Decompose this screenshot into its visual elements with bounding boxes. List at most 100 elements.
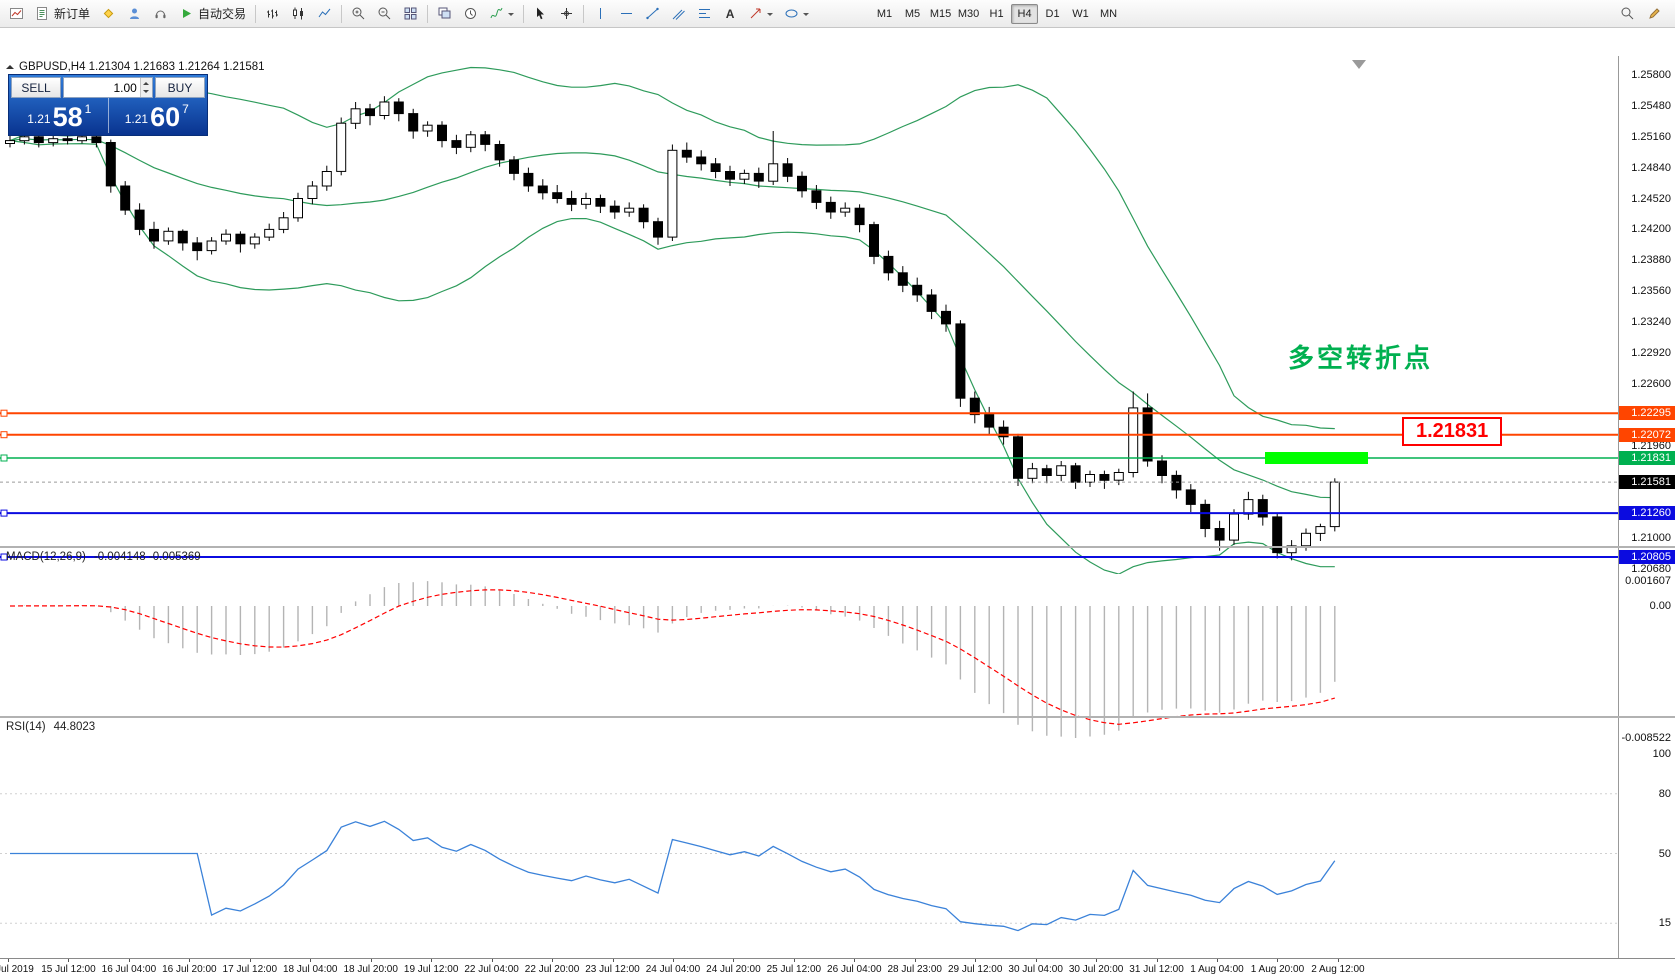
- timeframe-m5[interactable]: M5: [899, 4, 926, 24]
- time-tick: [370, 959, 372, 962]
- navigator-button[interactable]: [122, 3, 147, 25]
- price-badge: 1.20805: [1619, 549, 1675, 564]
- price-callout[interactable]: 1.21831: [1402, 417, 1503, 446]
- hline-handle: [0, 431, 8, 439]
- collapse-arrow-icon[interactable]: [6, 61, 14, 69]
- market-watch-button[interactable]: [96, 3, 121, 25]
- indicators-button[interactable]: [484, 3, 519, 25]
- time-axis-label: 18 Jul 04:00: [283, 964, 338, 975]
- crosshair-tool-button[interactable]: [554, 3, 579, 25]
- highlight-bar[interactable]: [1265, 452, 1368, 464]
- autotrading-button[interactable]: 自动交易: [174, 3, 251, 25]
- timeframe-m15[interactable]: M15: [927, 4, 954, 24]
- new-order-button[interactable]: 新订单: [30, 3, 95, 25]
- time-axis[interactable]: 14 Jul 2019 15 Jul 12:00 16 Jul 04:00 16 Ju…: [0, 958, 1675, 980]
- candlestick-icon: [293, 7, 304, 20]
- time-tick: [1035, 959, 1037, 962]
- time-tick: [431, 959, 433, 962]
- timeframe-h1[interactable]: H1: [983, 4, 1010, 24]
- shapes-tool-button[interactable]: [779, 3, 814, 25]
- headset-icon: [155, 10, 166, 19]
- time-axis-label: 30 Jul 04:00: [1008, 964, 1063, 975]
- time-tick: [1156, 959, 1158, 962]
- spin-down-icon[interactable]: [143, 90, 150, 96]
- toolbar: 新订单 自动交易: [0, 0, 1675, 28]
- timeframe-mn[interactable]: MN: [1095, 4, 1122, 24]
- zoom-in-button[interactable]: [346, 3, 371, 25]
- rsi-label: RSI(14) 44.8023: [6, 721, 95, 733]
- panel-separator[interactable]: [0, 716, 1675, 718]
- shapes-icon: [785, 9, 798, 18]
- tile-windows-button[interactable]: [398, 3, 423, 25]
- line-chart-mode-button[interactable]: [312, 3, 337, 25]
- trendline-tool-button[interactable]: [640, 3, 665, 25]
- annotation-text[interactable]: 多空转折点: [1288, 343, 1434, 373]
- y-axis-label: 1.24200: [1631, 223, 1671, 236]
- fibonacci-tool-button[interactable]: [692, 3, 717, 25]
- time-axis-label: 29 Jul 12:00: [947, 964, 1003, 975]
- price-chart-canvas[interactable]: [0, 56, 1618, 574]
- arrows-caret-icon: [767, 12, 774, 19]
- time-tick: [1277, 959, 1279, 962]
- crosshair-icon: [561, 8, 573, 19]
- time-axis-label: 30 Jul 20:00: [1068, 964, 1124, 975]
- zoom-out-button[interactable]: [372, 3, 397, 25]
- time-axis-label: 2 Aug 12:00: [1311, 964, 1365, 975]
- timeframe-m1[interactable]: M1: [871, 4, 898, 24]
- bar-chart-icon: [267, 9, 279, 19]
- buy-button[interactable]: BUY: [155, 77, 205, 98]
- y-axis-label: 1.24520: [1631, 192, 1671, 205]
- horizontal-line-tool-button[interactable]: [614, 3, 639, 25]
- cascade-windows-icon: [438, 7, 451, 19]
- one-click-trading-panel: SELL BUY 1.21 58 1 1.21 60 7: [8, 74, 208, 136]
- price-axis[interactable]: 1.25800 1.25480 1.25160 1.24840 1.24520 1.242…: [1618, 56, 1675, 958]
- text-tool-button[interactable]: A: [718, 3, 742, 25]
- time-tick: [8, 959, 9, 962]
- bollinger-bands: [9, 66, 1335, 574]
- support-button[interactable]: [148, 3, 173, 25]
- new-order-label: 新订单: [54, 7, 91, 21]
- spin-up-icon[interactable]: [143, 79, 150, 85]
- y-axis-label: 1.20680: [1631, 563, 1671, 576]
- timeframe-w1[interactable]: W1: [1067, 4, 1094, 24]
- new-chart-button[interactable]: [4, 3, 29, 25]
- sell-button[interactable]: SELL: [11, 77, 61, 98]
- edit-button[interactable]: [1642, 3, 1667, 25]
- bar-chart-mode-button[interactable]: [260, 3, 285, 25]
- rsi-panel-canvas[interactable]: [0, 746, 1618, 957]
- buy-price-sup: 7: [182, 102, 189, 116]
- panel-separator[interactable]: [0, 546, 1675, 548]
- price-badge: 1.22072: [1619, 427, 1675, 442]
- buy-price[interactable]: 1.21 60 7: [109, 98, 206, 133]
- period-button[interactable]: [458, 3, 483, 25]
- vertical-line-tool-button[interactable]: [588, 3, 613, 25]
- hline-handle: [0, 454, 8, 462]
- candles: [5, 96, 1340, 561]
- symbol-ohlc-text: GBPUSD,H4 1.21304 1.21683 1.21264 1.2158…: [19, 61, 265, 73]
- search-button[interactable]: [1615, 3, 1640, 25]
- macd-panel-canvas[interactable]: [0, 576, 1618, 744]
- cascade-windows-button[interactable]: [432, 3, 457, 25]
- volume-input[interactable]: [64, 78, 140, 97]
- indicators-caret-icon: [508, 12, 515, 19]
- arrows-tool-button[interactable]: [743, 3, 778, 25]
- time-tick: [1096, 959, 1098, 962]
- volume-spinner[interactable]: [139, 78, 152, 97]
- timeframe-h4[interactable]: H4: [1011, 3, 1039, 24]
- chart-shift-marker[interactable]: [1352, 60, 1366, 69]
- y-axis-label: 1.23240: [1631, 316, 1671, 328]
- timeframe-m30[interactable]: M30: [955, 4, 982, 24]
- buy-price-big: 60: [150, 102, 181, 132]
- sell-price-big: 58: [52, 102, 83, 132]
- channel-tool-button[interactable]: [666, 3, 691, 25]
- autotrading-play-icon: [183, 9, 192, 18]
- price-badge: 1.22295: [1619, 406, 1675, 421]
- sell-price[interactable]: 1.21 58 1: [11, 98, 109, 133]
- horizontal-lines[interactable]: [0, 409, 1618, 561]
- timeframe-d1[interactable]: D1: [1039, 4, 1066, 24]
- candlestick-mode-button[interactable]: [286, 3, 311, 25]
- y-axis-label: 1.23560: [1631, 285, 1671, 298]
- cursor-tool-button[interactable]: [528, 3, 553, 25]
- zoom-out-icon: [378, 7, 391, 20]
- time-axis-label: 18 Jul 20:00: [343, 964, 398, 975]
